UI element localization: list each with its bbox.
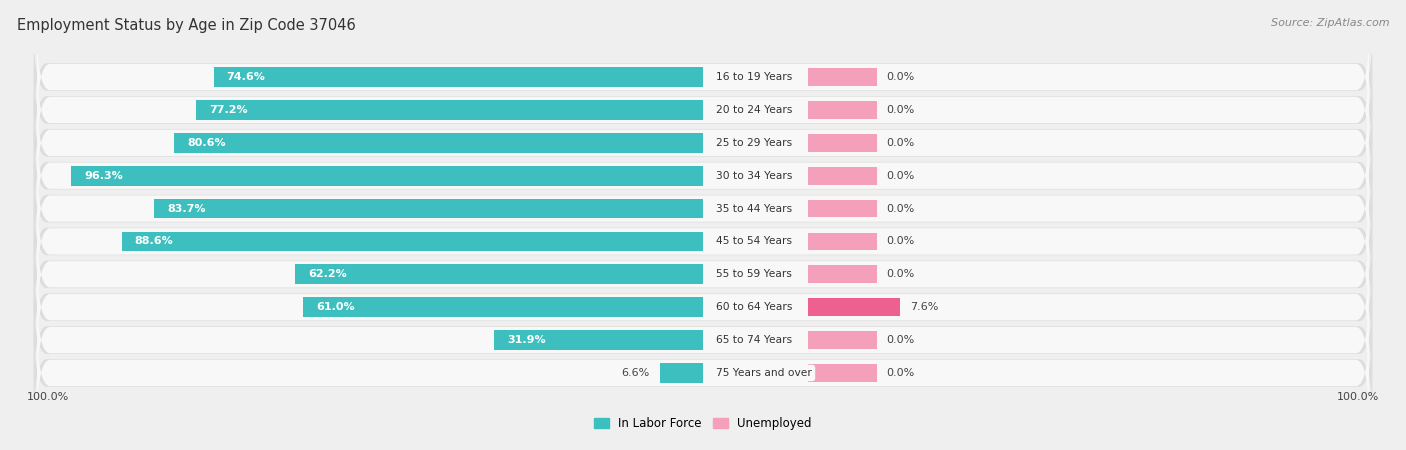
Text: 35 to 44 Years: 35 to 44 Years: [716, 203, 792, 214]
Text: Source: ZipAtlas.com: Source: ZipAtlas.com: [1271, 18, 1389, 28]
Text: 65 to 74 Years: 65 to 74 Years: [716, 335, 792, 345]
Bar: [808, 298, 900, 316]
Text: 0.0%: 0.0%: [887, 270, 915, 279]
Text: 96.3%: 96.3%: [84, 171, 122, 180]
FancyBboxPatch shape: [34, 189, 1372, 293]
Text: 100.0%: 100.0%: [27, 392, 69, 402]
FancyBboxPatch shape: [37, 189, 1369, 294]
Bar: [494, 330, 703, 350]
Text: 88.6%: 88.6%: [135, 236, 173, 247]
Text: 0.0%: 0.0%: [887, 138, 915, 148]
Text: 75 Years and over: 75 Years and over: [716, 368, 813, 378]
Text: 55 to 59 Years: 55 to 59 Years: [716, 270, 792, 279]
Bar: [808, 68, 877, 86]
FancyBboxPatch shape: [37, 156, 1369, 261]
Text: 6.6%: 6.6%: [621, 368, 650, 378]
Text: 25 to 29 Years: 25 to 29 Years: [716, 138, 792, 148]
Text: 7.6%: 7.6%: [910, 302, 938, 312]
Text: Employment Status by Age in Zip Code 37046: Employment Status by Age in Zip Code 370…: [17, 18, 356, 33]
Text: 61.0%: 61.0%: [316, 302, 354, 312]
FancyBboxPatch shape: [37, 24, 1369, 130]
Text: 74.6%: 74.6%: [226, 72, 266, 82]
Bar: [808, 364, 877, 382]
Text: 0.0%: 0.0%: [887, 236, 915, 247]
Text: 80.6%: 80.6%: [187, 138, 226, 148]
Bar: [302, 297, 703, 317]
Bar: [808, 233, 877, 250]
Text: 100.0%: 100.0%: [1337, 392, 1379, 402]
Text: 31.9%: 31.9%: [506, 335, 546, 345]
Text: 45 to 54 Years: 45 to 54 Years: [716, 236, 792, 247]
Text: 60 to 64 Years: 60 to 64 Years: [716, 302, 793, 312]
FancyBboxPatch shape: [37, 57, 1369, 162]
Bar: [808, 200, 877, 217]
Bar: [197, 100, 703, 120]
FancyBboxPatch shape: [34, 255, 1372, 359]
Text: 77.2%: 77.2%: [209, 105, 249, 115]
FancyBboxPatch shape: [37, 123, 1369, 228]
Text: 0.0%: 0.0%: [887, 203, 915, 214]
Text: 20 to 24 Years: 20 to 24 Years: [716, 105, 793, 115]
FancyBboxPatch shape: [34, 222, 1372, 326]
FancyBboxPatch shape: [34, 58, 1372, 162]
FancyBboxPatch shape: [37, 320, 1369, 426]
Text: 0.0%: 0.0%: [887, 368, 915, 378]
Text: 0.0%: 0.0%: [887, 105, 915, 115]
Bar: [174, 133, 703, 153]
FancyBboxPatch shape: [34, 288, 1372, 392]
FancyBboxPatch shape: [37, 90, 1369, 195]
Bar: [72, 166, 703, 185]
Bar: [153, 199, 703, 218]
Text: 0.0%: 0.0%: [887, 171, 915, 180]
Bar: [808, 331, 877, 349]
Bar: [808, 266, 877, 283]
FancyBboxPatch shape: [37, 255, 1369, 360]
Bar: [122, 232, 703, 251]
Bar: [659, 363, 703, 383]
Text: 83.7%: 83.7%: [167, 203, 205, 214]
Text: 30 to 34 Years: 30 to 34 Years: [716, 171, 793, 180]
FancyBboxPatch shape: [34, 321, 1372, 425]
Text: 62.2%: 62.2%: [308, 270, 347, 279]
Text: 0.0%: 0.0%: [887, 72, 915, 82]
FancyBboxPatch shape: [37, 222, 1369, 327]
Text: 0.0%: 0.0%: [887, 335, 915, 345]
FancyBboxPatch shape: [34, 25, 1372, 129]
Bar: [214, 67, 703, 87]
FancyBboxPatch shape: [34, 157, 1372, 261]
Bar: [808, 101, 877, 119]
Bar: [808, 134, 877, 152]
Text: 16 to 19 Years: 16 to 19 Years: [716, 72, 793, 82]
Legend: In Labor Force, Unemployed: In Labor Force, Unemployed: [589, 412, 817, 435]
Bar: [808, 167, 877, 184]
FancyBboxPatch shape: [37, 288, 1369, 393]
FancyBboxPatch shape: [34, 124, 1372, 228]
Bar: [295, 265, 703, 284]
FancyBboxPatch shape: [34, 91, 1372, 195]
